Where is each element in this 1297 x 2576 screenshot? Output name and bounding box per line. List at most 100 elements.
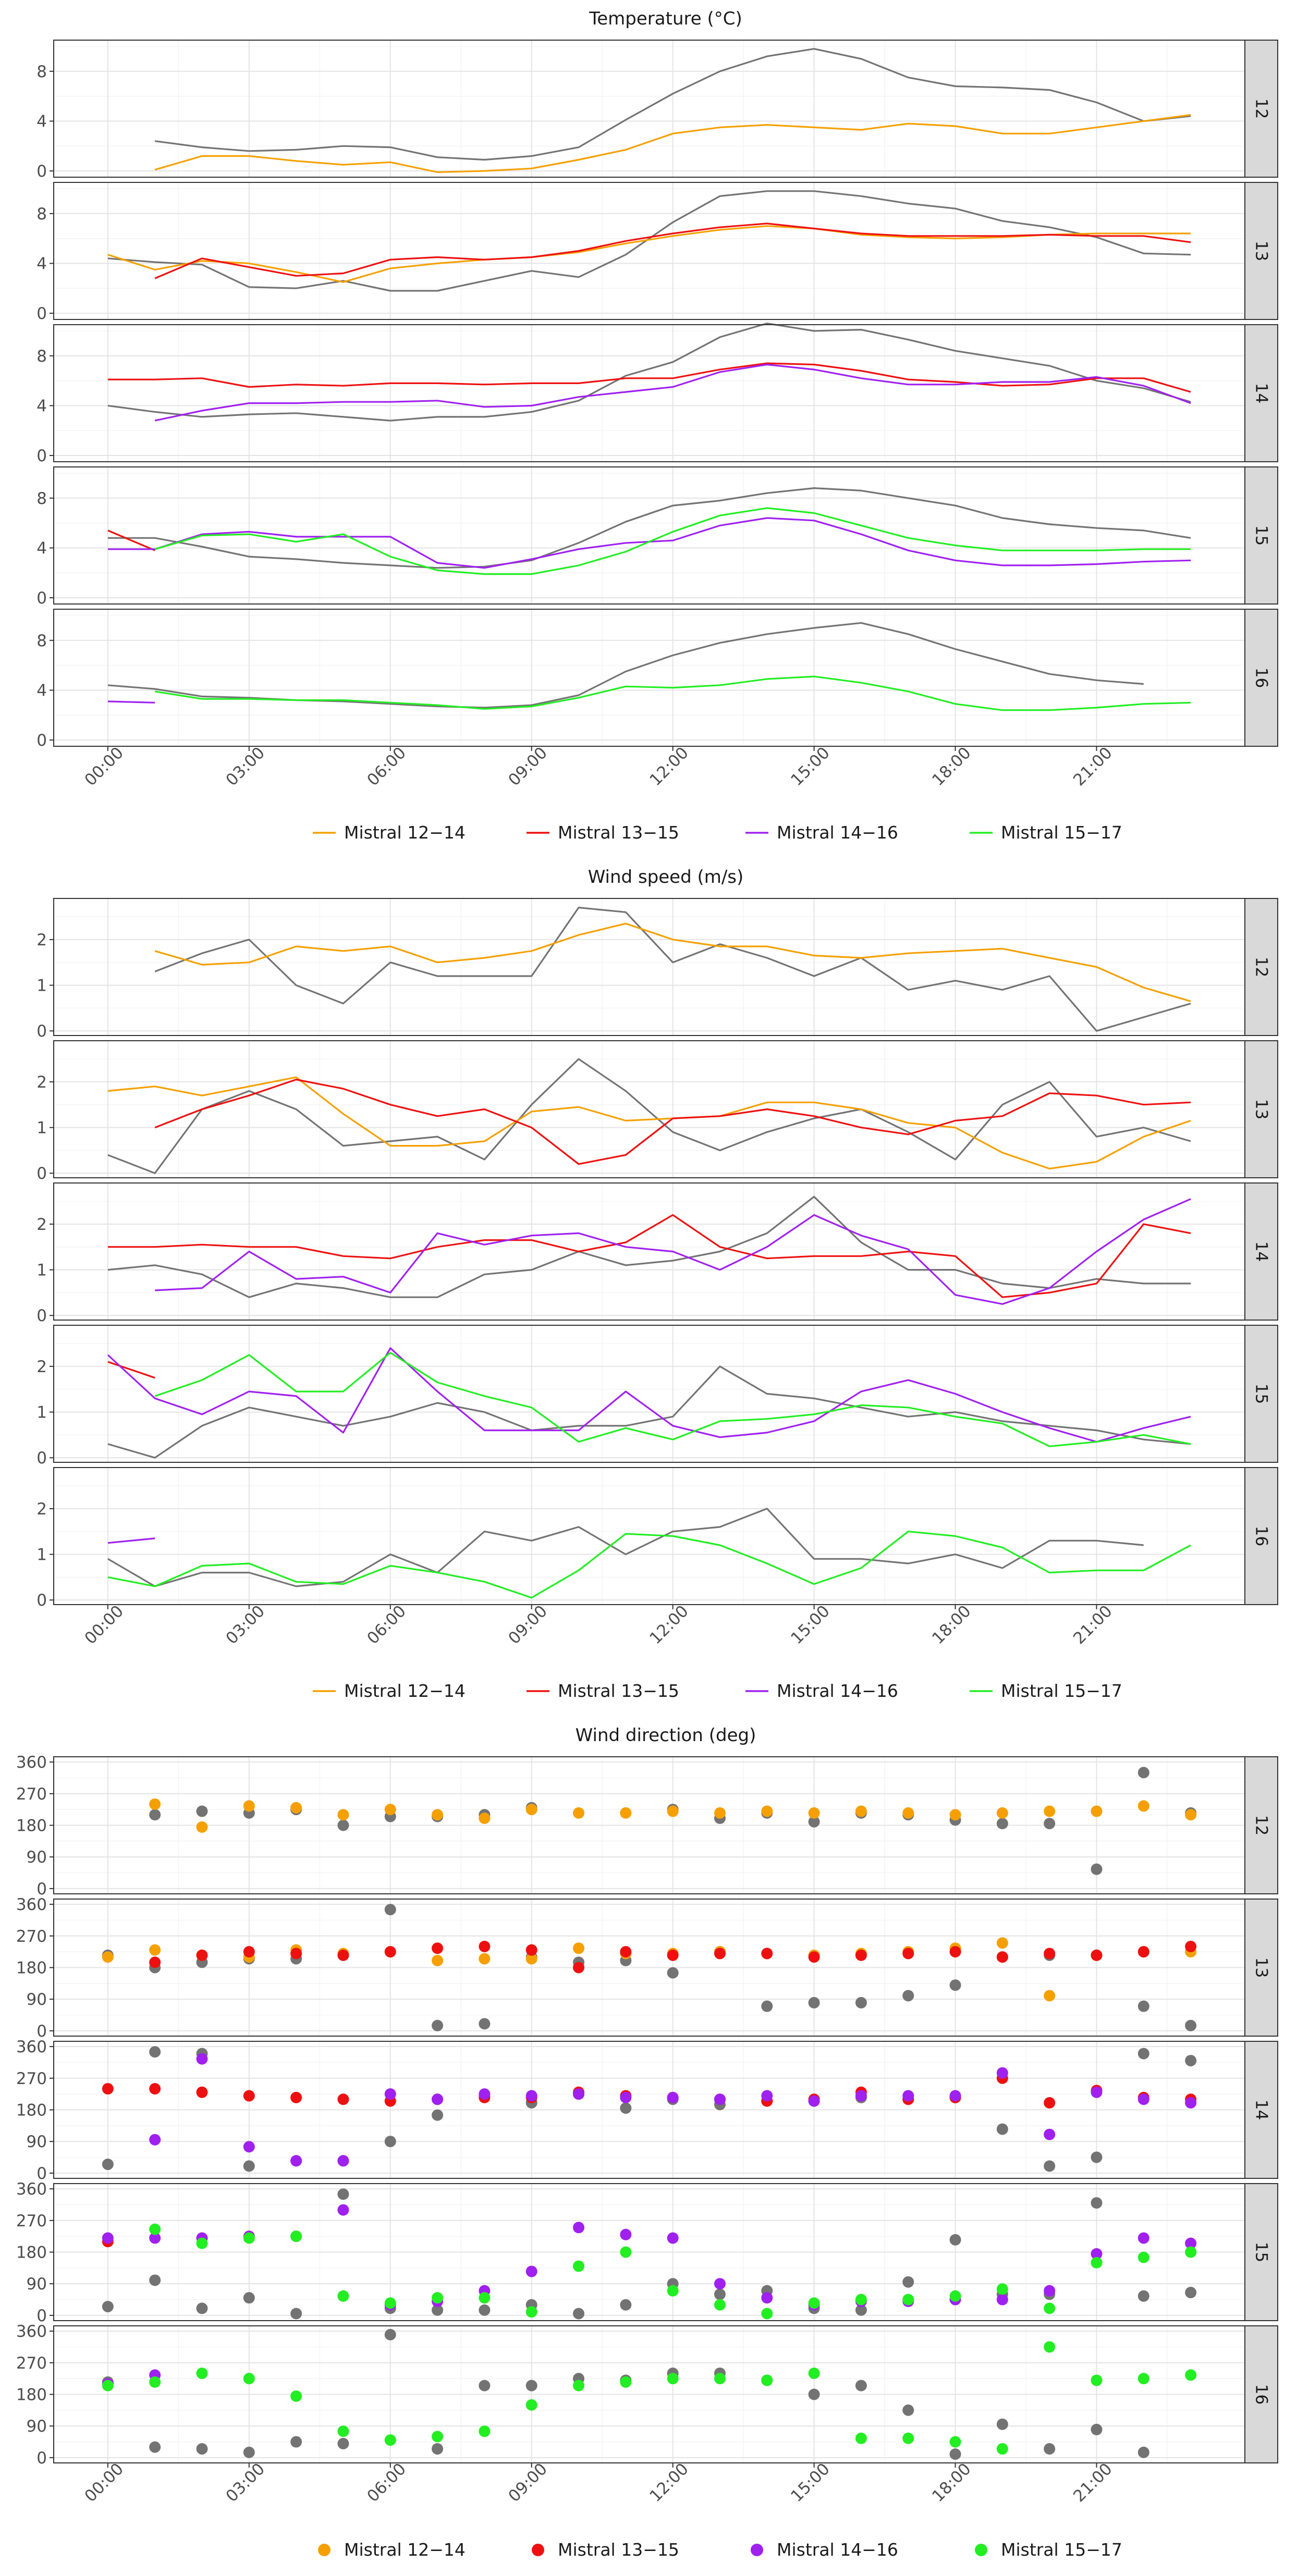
series-line-mistral-13-15 — [107, 529, 155, 551]
x-tick-label: 21:00 — [1070, 2460, 1116, 2506]
series-line-mistral-13-15 — [107, 362, 1191, 393]
x-tick-label: 15:00 — [787, 2460, 834, 2506]
point-mistral-13-15 — [196, 2086, 208, 2098]
x-tick-label: 18:00 — [928, 744, 975, 790]
point-reference — [1044, 2443, 1056, 2455]
x-tick-label: 12:00 — [646, 2460, 692, 2506]
y-tick-label: 2 — [36, 931, 47, 950]
panel-15: 0 4 8 15 — [36, 466, 1278, 608]
point-mistral-14-16 — [714, 2093, 726, 2105]
point-mistral-13-15 — [243, 1946, 255, 1958]
y-tick-label: 90 — [27, 2417, 47, 2436]
point-reference — [996, 1818, 1008, 1830]
y-tick-label: 2 — [36, 1500, 47, 1519]
point-reference — [573, 2308, 585, 2320]
series-line-reference — [154, 906, 1191, 1032]
point-mistral-12-14 — [1091, 1805, 1103, 1817]
series-line-mistral-14-16 — [154, 363, 1191, 422]
y-tick-label: 1 — [36, 1403, 47, 1422]
point-mistral-13-15 — [432, 1942, 444, 1954]
point-mistral-12-14 — [149, 1944, 161, 1956]
facet-strip — [1244, 1899, 1278, 2037]
panel-13: 0 90 180 270 360 13 — [16, 1895, 1278, 2041]
point-mistral-13-15 — [1137, 1946, 1149, 1958]
x-tick-label: 03:00 — [222, 744, 268, 790]
x-tick-label: 06:00 — [363, 2460, 410, 2506]
legend-label: Mistral 12−14 — [344, 822, 466, 843]
y-tick-label: 180 — [16, 1959, 47, 1978]
y-tick-label: 0 — [36, 447, 47, 465]
point-mistral-14-16 — [667, 2232, 679, 2244]
point-mistral-12-14 — [1137, 1800, 1149, 1812]
y-tick-label: 0 — [36, 1307, 47, 1325]
point-mistral-12-14 — [667, 1805, 679, 1817]
point-reference — [1091, 2423, 1103, 2435]
point-mistral-14-16 — [808, 2095, 820, 2107]
panel-12: 0 90 180 270 360 12 — [16, 1753, 1278, 1899]
point-reference — [290, 2308, 302, 2320]
y-tick-label: 4 — [36, 112, 47, 131]
facet-strip — [1244, 466, 1278, 605]
y-tick-label: 0 — [36, 589, 47, 608]
legend: Mistral 12−14 Mistral 13−15 Mistral 14−16 M… — [313, 822, 1122, 843]
point-mistral-15-17 — [1137, 2251, 1149, 2263]
point-reference — [432, 2019, 444, 2031]
point-reference — [337, 1819, 349, 1831]
point-mistral-12-14 — [714, 1807, 726, 1819]
x-tick-label: 12:00 — [646, 1602, 692, 1648]
point-mistral-15-17 — [1185, 2369, 1197, 2381]
series-line-reference — [107, 1195, 1191, 1298]
point-mistral-12-14 — [149, 1798, 161, 1810]
point-mistral-15-17 — [149, 2376, 161, 2388]
point-mistral-15-17 — [432, 2431, 444, 2443]
point-mistral-14-16 — [714, 2278, 726, 2290]
legend-key-point — [751, 2544, 763, 2556]
chart-wind_speed: Wind speed (m/s)012120121301214012150121… — [36, 867, 1278, 1701]
point-mistral-15-17 — [149, 2223, 161, 2235]
x-tick-label: 18:00 — [928, 2460, 975, 2506]
point-mistral-15-17 — [1044, 2341, 1056, 2353]
y-tick-label: 360 — [16, 2322, 47, 2341]
point-mistral-15-17 — [337, 2290, 349, 2302]
panel-15: 0 1 2 15 — [36, 1325, 1278, 1468]
y-tick-label: 90 — [27, 2133, 47, 2151]
legend-key-point — [532, 2544, 544, 2556]
point-mistral-15-17 — [996, 2443, 1008, 2455]
point-mistral-15-17 — [196, 2237, 208, 2249]
series-line-mistral-12-14 — [107, 225, 1191, 283]
point-reference — [149, 1809, 161, 1821]
panel-16: 0 1 2 16 — [36, 1467, 1278, 1610]
legend-item: Mistral 15−17 — [970, 1681, 1122, 1701]
legend-label: Mistral 15−17 — [1001, 2540, 1122, 2560]
point-mistral-15-17 — [667, 2285, 679, 2297]
point-mistral-12-14 — [479, 1953, 491, 1965]
y-tick-label: 270 — [16, 2354, 47, 2373]
y-tick-label: 0 — [36, 304, 47, 323]
y-tick-label: 1 — [36, 1546, 47, 1564]
facet-strip-label: 13 — [1252, 241, 1271, 261]
facet-strip-label: 15 — [1252, 525, 1271, 546]
point-mistral-15-17 — [949, 2436, 961, 2448]
point-reference — [384, 2328, 396, 2340]
point-mistral-15-17 — [902, 2432, 914, 2444]
point-mistral-14-16 — [1185, 2097, 1197, 2109]
legend-item: Mistral 14−16 — [745, 1681, 898, 1701]
point-mistral-14-16 — [902, 2090, 914, 2102]
series-line-mistral-15-17 — [154, 1352, 1191, 1447]
point-reference — [996, 2123, 1008, 2135]
point-mistral-14-16 — [1091, 2086, 1103, 2098]
legend-label: Mistral 14−16 — [777, 1681, 898, 1701]
y-tick-label: 8 — [36, 347, 47, 366]
point-mistral-12-14 — [432, 1809, 444, 1821]
point-mistral-14-16 — [479, 2088, 491, 2100]
panel-background — [54, 40, 1245, 177]
point-mistral-13-15 — [337, 1949, 349, 1961]
point-reference — [149, 2046, 161, 2058]
point-mistral-15-17 — [573, 2260, 585, 2272]
y-tick-label: 1 — [36, 1119, 47, 1138]
y-tick-label: 180 — [16, 2244, 47, 2262]
point-mistral-15-17 — [1044, 2302, 1056, 2314]
point-mistral-12-14 — [996, 1807, 1008, 1819]
facet-strip-label: 13 — [1252, 1099, 1271, 1119]
point-mistral-13-15 — [855, 1949, 867, 1961]
